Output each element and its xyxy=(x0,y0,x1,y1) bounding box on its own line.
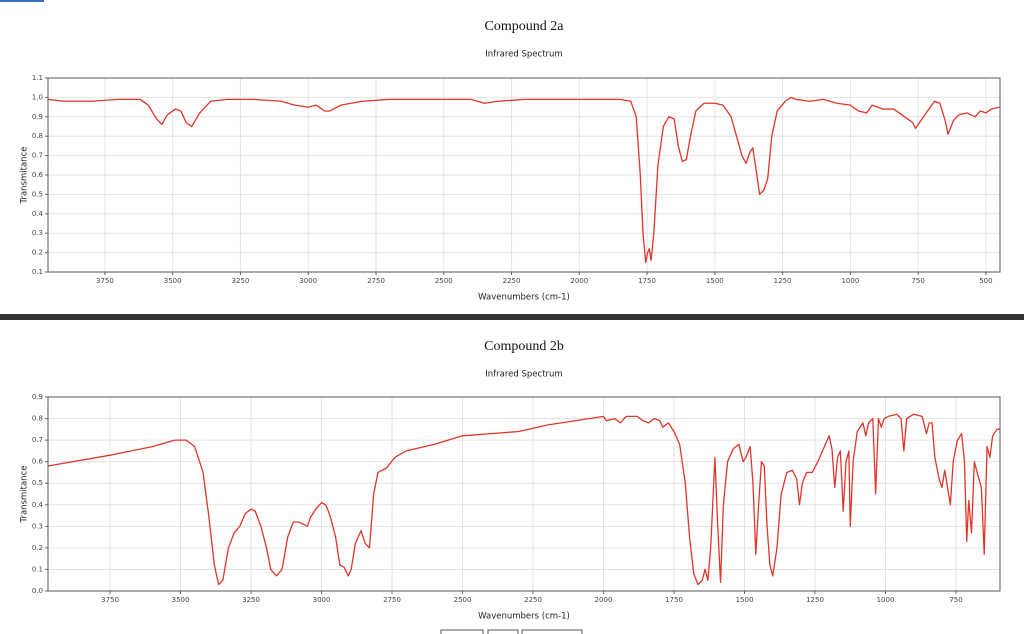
x-tick-label: 2500 xyxy=(454,596,472,604)
y-tick-label: 0.1 xyxy=(32,268,43,276)
y-tick-label: 0.4 xyxy=(32,501,44,509)
chart-subtitle: Infrared Spectrum xyxy=(485,370,562,380)
x-tick-label: 3250 xyxy=(232,277,250,285)
x-tick-label: 1250 xyxy=(774,277,792,285)
y-tick-label: 0.0 xyxy=(32,587,43,595)
y-tick-label: 1.1 xyxy=(32,74,43,82)
x-axis-label: Wavenumbers (cm-1) xyxy=(478,293,570,303)
x-tick-label: 3750 xyxy=(96,277,114,285)
x-tick-label: 2000 xyxy=(570,277,588,285)
y-tick-label: 0.4 xyxy=(32,210,44,218)
spectrum-line xyxy=(47,96,1000,263)
y-tick-label: 0.6 xyxy=(32,171,44,179)
chart-title: Compound 2b xyxy=(484,339,564,354)
x-tick-label: 2750 xyxy=(367,277,385,285)
x-tick-label: 2500 xyxy=(435,277,453,285)
y-tick-label: 0.6 xyxy=(32,458,44,466)
y-tick-label: 0.9 xyxy=(32,113,43,121)
x-tick-label: 1750 xyxy=(665,596,683,604)
x-tick-label: 1000 xyxy=(841,277,859,285)
plot-border xyxy=(47,77,1001,273)
x-tick-label: 2750 xyxy=(383,596,401,604)
x-tick-label: 500 xyxy=(979,277,992,285)
y-tick-label: 0.5 xyxy=(32,479,43,487)
x-tick-label: 750 xyxy=(911,277,924,285)
x-tick-label: 1500 xyxy=(736,596,754,604)
y-tick-label: 0.2 xyxy=(32,249,43,257)
y-tick-label: 0.5 xyxy=(32,190,43,198)
x-tick-label: 3000 xyxy=(299,277,317,285)
x-axis-label: Wavenumbers (cm-1) xyxy=(478,612,570,622)
y-tick-label: 0.8 xyxy=(32,415,43,423)
x-tick-label: 2000 xyxy=(595,596,613,604)
plot-border xyxy=(47,396,1001,592)
x-tick-label: 750 xyxy=(949,596,962,604)
y-tick-label: 0.2 xyxy=(32,544,43,552)
x-tick-label: 3750 xyxy=(101,596,119,604)
spectrum-line xyxy=(47,413,1000,586)
x-tick-label: 1500 xyxy=(706,277,724,285)
button[interactable] xyxy=(440,629,484,634)
button[interactable] xyxy=(521,629,583,634)
y-tick-label: 0.3 xyxy=(32,229,43,237)
x-tick-label: 1250 xyxy=(806,596,824,604)
x-tick-label: 2250 xyxy=(503,277,521,285)
y-tick-label: 0.9 xyxy=(32,393,43,401)
y-axis-label: Transmitance xyxy=(20,466,30,524)
chart-title: Compound 2a xyxy=(485,19,565,34)
y-tick-label: 0.7 xyxy=(32,436,43,444)
y-tick-label: 0.1 xyxy=(32,565,43,573)
x-tick-label: 3500 xyxy=(172,596,190,604)
x-tick-label: 2250 xyxy=(524,596,542,604)
x-tick-label: 3250 xyxy=(242,596,260,604)
x-tick-label: 1750 xyxy=(638,277,656,285)
x-tick-label: 1000 xyxy=(877,596,895,604)
y-tick-label: 0.7 xyxy=(32,152,43,160)
y-tick-label: 0.8 xyxy=(32,132,43,140)
y-tick-label: 0.3 xyxy=(32,522,43,530)
chart-subtitle: Infrared Spectrum xyxy=(485,50,562,60)
button[interactable] xyxy=(487,629,519,634)
y-axis-label: Transmitance xyxy=(20,147,30,205)
x-tick-label: 3500 xyxy=(164,277,182,285)
separator xyxy=(0,314,1024,320)
y-tick-label: 1.0 xyxy=(32,93,43,101)
x-tick-label: 3000 xyxy=(313,596,331,604)
top-accent xyxy=(0,0,44,2)
plot-area xyxy=(48,397,1000,591)
